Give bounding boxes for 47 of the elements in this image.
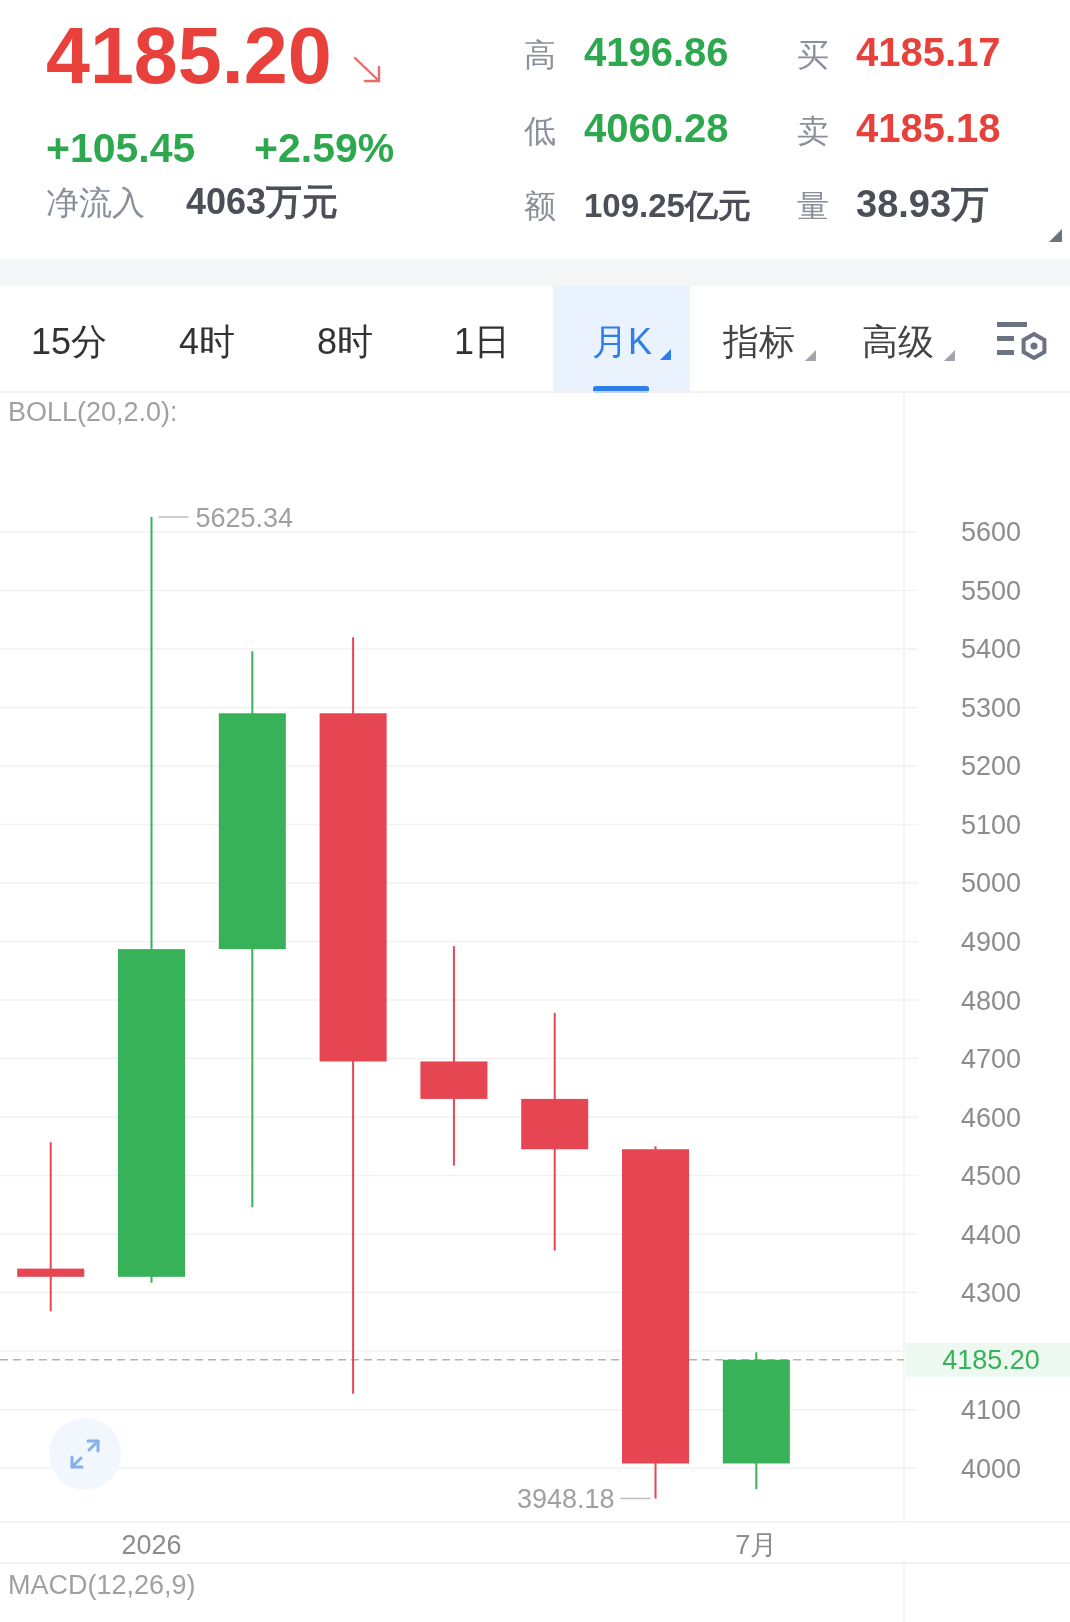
y-tick-label: 4500 bbox=[960, 1161, 1022, 1192]
text: 4196.86 bbox=[584, 30, 729, 74]
text: 额 bbox=[524, 188, 556, 224]
annotation: 5625.34 bbox=[195, 502, 294, 533]
text: 指标 bbox=[722, 321, 795, 362]
text: 8时 bbox=[316, 321, 374, 362]
y-tick-label: 4100 bbox=[960, 1395, 1022, 1426]
y-tick-label: 5300 bbox=[960, 692, 1022, 723]
text: +2.59% bbox=[254, 125, 395, 171]
y-tick-label: 4400 bbox=[960, 1219, 1022, 1250]
y-tick-label: 4800 bbox=[960, 985, 1022, 1016]
text: 4063万元 bbox=[186, 181, 339, 222]
text: 卖 bbox=[797, 113, 829, 149]
ref-line-label: 4185.20 bbox=[942, 1345, 1040, 1376]
y-tick-label: 4900 bbox=[960, 926, 1022, 957]
y-tick-label: 5500 bbox=[960, 575, 1022, 606]
annotation: BOLL(20,2.0): bbox=[8, 397, 178, 427]
y-tick-label: 4700 bbox=[960, 1044, 1022, 1075]
text: 4060.28 bbox=[584, 106, 729, 150]
annotation: 3948.18 bbox=[516, 1483, 615, 1514]
text: 4185.17 bbox=[856, 30, 1001, 74]
x-tick-label: 7月 bbox=[735, 1530, 778, 1560]
text: 月K bbox=[591, 321, 653, 362]
text: 4时 bbox=[178, 321, 236, 362]
chart-title: 4185.20 bbox=[46, 11, 332, 100]
x-tick-label: 2026 bbox=[121, 1530, 182, 1560]
text: 低 bbox=[524, 113, 556, 149]
y-tick-label: 4600 bbox=[960, 1102, 1022, 1133]
y-tick-label: 5100 bbox=[960, 809, 1022, 840]
text: 买 bbox=[797, 37, 829, 73]
text: +105.45 bbox=[46, 125, 196, 171]
y-tick-label: 5200 bbox=[960, 751, 1022, 782]
text: 1日 bbox=[453, 321, 511, 362]
text: 15分 bbox=[30, 321, 108, 362]
text: 净流入 bbox=[46, 184, 145, 221]
text: 4185.18 bbox=[856, 106, 1001, 150]
text: 高级 bbox=[862, 321, 934, 362]
text: 38.93万 bbox=[856, 183, 990, 225]
y-tick-label: 4300 bbox=[960, 1278, 1022, 1309]
text: MACD(12,26,9) bbox=[8, 1570, 196, 1600]
text: 109.25亿元 bbox=[584, 187, 751, 224]
y-tick-label: 5400 bbox=[960, 634, 1022, 665]
text: 高 bbox=[524, 37, 556, 73]
text: 量 bbox=[797, 188, 829, 224]
y-tick-label: 4000 bbox=[960, 1453, 1022, 1484]
y-tick-label: 5000 bbox=[960, 868, 1022, 899]
y-tick-label: 5600 bbox=[960, 517, 1022, 548]
